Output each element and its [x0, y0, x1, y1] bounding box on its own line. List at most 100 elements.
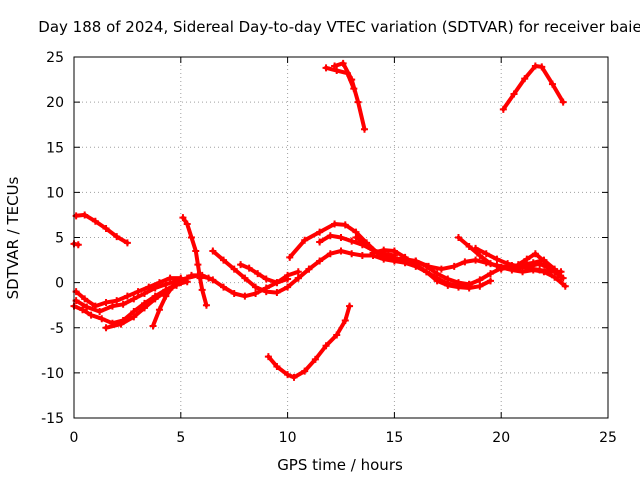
data-point — [326, 250, 334, 258]
data-point — [425, 262, 433, 270]
x-tick-label: 15 — [385, 430, 403, 446]
data-point — [179, 214, 187, 222]
data-point — [241, 274, 249, 282]
data-point — [252, 283, 260, 291]
data-point — [74, 241, 82, 249]
data-point — [262, 288, 270, 296]
data-point — [194, 261, 202, 269]
series-line — [210, 249, 311, 295]
data-point — [444, 275, 452, 283]
data-point — [536, 266, 544, 274]
data-point — [294, 274, 302, 282]
data-point — [113, 233, 121, 241]
data-point — [523, 255, 531, 263]
series-arc-y — [499, 62, 567, 113]
data-point — [316, 238, 324, 246]
data-point — [341, 221, 349, 229]
data-point — [339, 59, 347, 67]
data-point — [557, 273, 565, 281]
data-point — [465, 284, 473, 292]
data-point — [301, 367, 309, 375]
data-point — [348, 250, 356, 258]
data-point — [476, 282, 484, 290]
data-point — [322, 342, 330, 350]
data-point — [162, 292, 170, 300]
data-point — [548, 80, 556, 88]
data-point — [91, 217, 99, 225]
data-point — [444, 281, 452, 289]
chart-title: Day 188 of 2024, Sidereal Day-to-day VTE… — [38, 18, 640, 36]
data-point — [472, 244, 480, 252]
data-point — [461, 258, 469, 266]
series-arc-a — [72, 211, 131, 247]
data-point — [241, 292, 249, 300]
x-tick-label: 10 — [279, 430, 297, 446]
y-tick-label: 10 — [46, 185, 64, 201]
data-point — [87, 311, 95, 319]
data-point — [358, 252, 366, 260]
data-point — [108, 302, 116, 310]
data-point — [390, 247, 398, 255]
data-point — [346, 302, 354, 310]
data-point — [531, 62, 539, 70]
data-point — [437, 265, 445, 273]
x-tick-label: 25 — [599, 430, 617, 446]
data-point — [422, 268, 430, 276]
data-point — [450, 262, 458, 270]
data-point — [254, 270, 262, 278]
data-point — [81, 211, 89, 219]
data-point — [493, 255, 501, 263]
y-tick-label: 0 — [55, 276, 64, 292]
data-point — [286, 253, 294, 261]
data-point — [98, 315, 106, 323]
data-point — [360, 125, 368, 133]
axis-ticks — [73, 56, 609, 419]
data-point — [380, 246, 388, 254]
data-point — [155, 306, 163, 314]
series-arc-v — [514, 250, 565, 281]
data-point — [79, 306, 87, 314]
y-tick-label: -5 — [50, 321, 64, 337]
data-point — [192, 247, 200, 255]
y-tick-label: 15 — [46, 140, 64, 156]
data-point — [140, 289, 148, 297]
series-arc-j — [209, 247, 313, 297]
data-point — [284, 275, 292, 283]
y-tick-label: 25 — [46, 50, 64, 66]
data-point — [202, 301, 210, 309]
data-point — [529, 259, 537, 267]
data-point — [354, 98, 362, 106]
data-point — [264, 353, 272, 361]
data-point — [294, 268, 302, 276]
data-point — [510, 90, 518, 98]
data-point — [343, 69, 351, 77]
data-point — [548, 266, 556, 274]
data-point — [273, 363, 281, 371]
data-point — [561, 282, 569, 290]
data-point — [284, 283, 292, 291]
series-arc-k — [237, 261, 292, 287]
data-point — [538, 63, 546, 71]
data-point — [352, 234, 360, 241]
data-point — [102, 224, 110, 232]
data-point — [83, 303, 91, 311]
data-point — [198, 286, 206, 294]
data-point — [102, 298, 110, 306]
series-arc-g — [149, 279, 185, 330]
data-point — [273, 279, 281, 287]
x-tick-label: 0 — [70, 430, 79, 446]
data-point — [386, 254, 394, 262]
data-point — [123, 292, 131, 300]
data-point — [337, 247, 345, 255]
data-point — [331, 220, 339, 228]
series-line — [266, 304, 352, 380]
data-point — [151, 295, 159, 303]
data-point — [519, 268, 527, 276]
data-point — [230, 289, 238, 297]
data-point — [369, 249, 377, 257]
data-point — [316, 257, 324, 265]
data-point — [525, 264, 533, 272]
y-tick-label: -15 — [41, 411, 64, 427]
data-point — [540, 257, 548, 265]
